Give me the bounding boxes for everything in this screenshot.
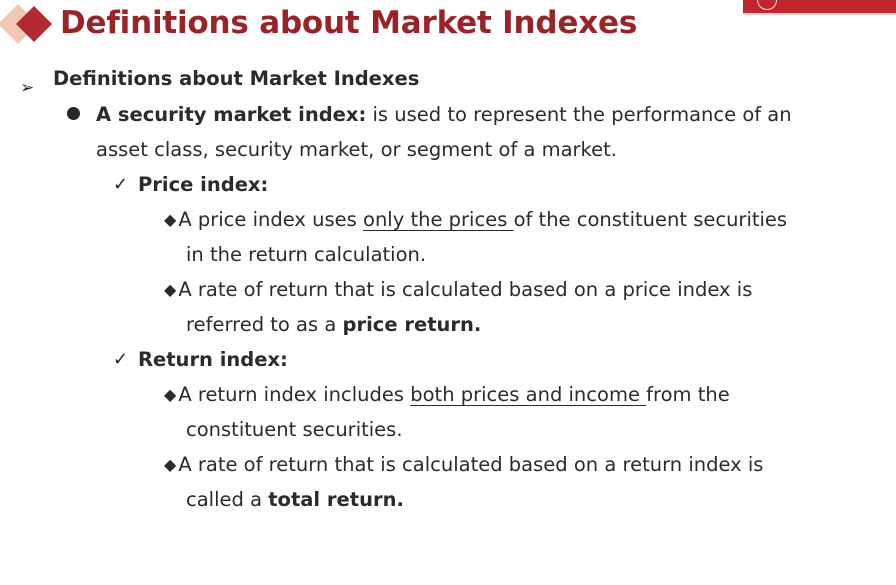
total-return-term: total return. [268, 488, 404, 511]
return-index-underlined: both prices and income [410, 383, 647, 406]
security-index-definition: is used to represent the performance of … [366, 103, 792, 126]
return-index-item2-line2-text: called a [186, 488, 269, 511]
price-index-item1: ◆ A price index uses only the prices of t… [164, 205, 787, 236]
return-index-item1-text: A return index includes [178, 383, 411, 406]
diamond-bullet-icon: ◆ [164, 455, 177, 474]
price-index-item1-text: A price index uses [178, 208, 364, 231]
price-index-heading: Price index: [138, 173, 269, 196]
diamond-bullet-icon: ◆ [164, 210, 177, 229]
price-index-item2-line2: referred to as a price return. [186, 310, 481, 340]
price-return-term: price return. [342, 313, 482, 336]
section-heading: Definitions about Market Indexes [53, 67, 420, 90]
diamond-bullet-icon: ◆ [164, 385, 177, 404]
title-diamonds-icon [0, 4, 52, 44]
page-title: Definitions about Market Indexes [60, 5, 638, 41]
return-index-item1: ◆ A return index includes both prices and… [164, 380, 730, 411]
checkmark-icon: ✓ [113, 349, 129, 370]
return-index-item1-line2: constituent securities. [186, 418, 403, 441]
university-seal-icon [757, 0, 777, 10]
price-index-item1-tail: of the constituent securities [513, 208, 788, 231]
return-index-item2-text: A rate of return that is calculated base… [178, 453, 764, 476]
title-row: Definitions about Market Indexes [0, 0, 740, 48]
price-index-item1-line2: in the return calculation. [186, 243, 427, 266]
price-index-item2-line2-text: referred to as a [186, 313, 343, 336]
price-index-item2-text: A rate of return that is calculated base… [178, 278, 753, 301]
arrow-bullet-icon: ➢ [20, 78, 35, 98]
security-index-term: A security market index: [96, 103, 367, 126]
return-index-item1-tail: from the [646, 383, 730, 406]
university-logo-bar [743, 0, 896, 15]
round-bullet-icon [67, 107, 80, 120]
security-index-line1: A security market index: is used to repr… [96, 100, 792, 130]
diamond-bullet-icon: ◆ [164, 280, 177, 299]
return-index-heading: Return index: [138, 348, 288, 371]
price-index-item2: ◆ A rate of return that is calculated bas… [164, 275, 752, 306]
price-index-underlined: only the prices [363, 208, 514, 231]
security-index-line2: asset class, security market, or segment… [96, 138, 617, 161]
return-index-item2-line2: called a total return. [186, 485, 404, 515]
checkmark-icon: ✓ [113, 174, 129, 195]
return-index-item2: ◆ A rate of return that is calculated bas… [164, 450, 763, 481]
